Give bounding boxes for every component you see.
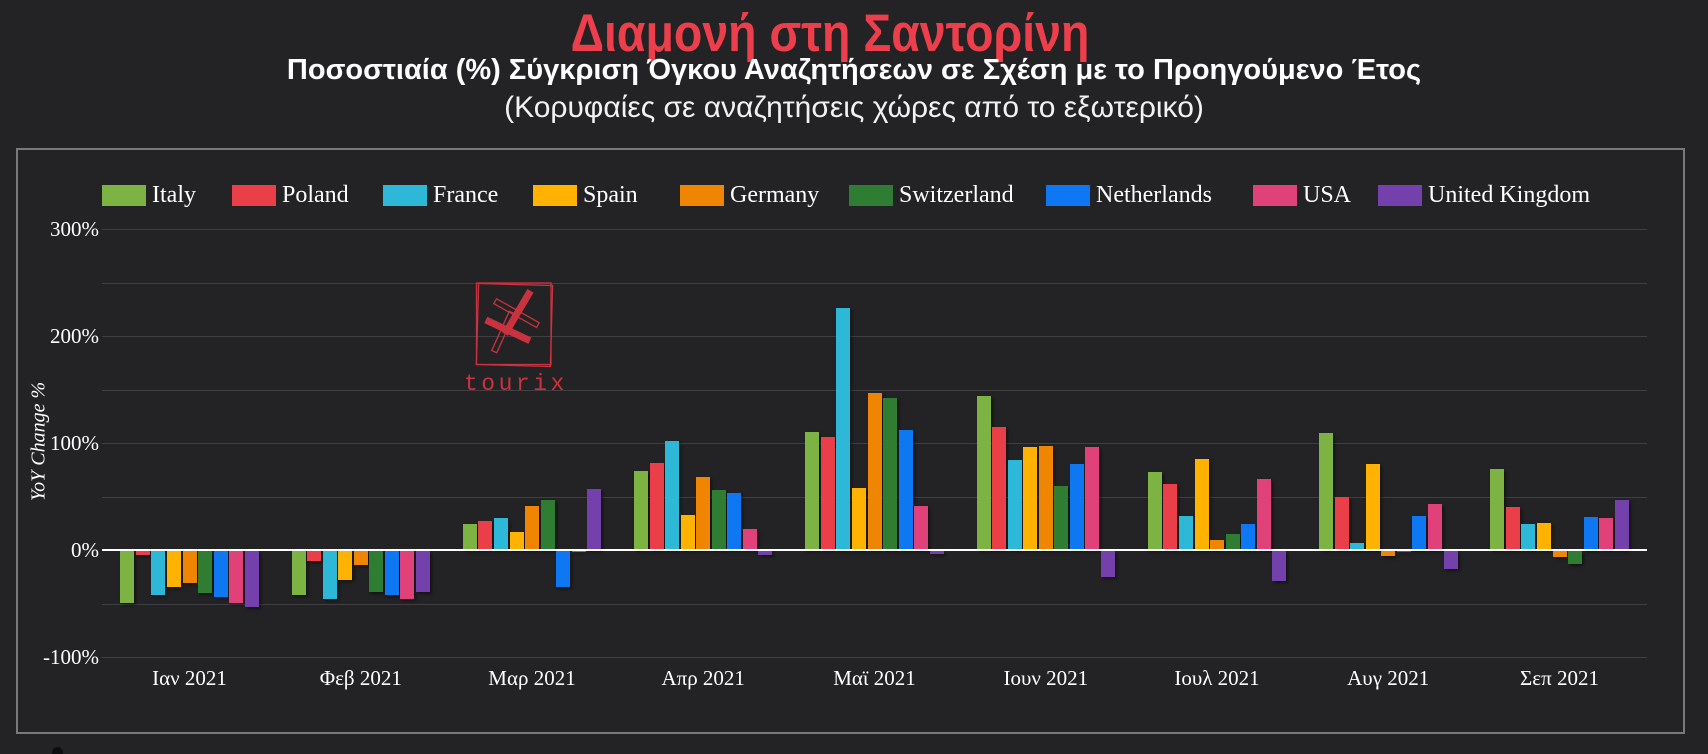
svg-text:tourix: tourix — [464, 371, 568, 397]
